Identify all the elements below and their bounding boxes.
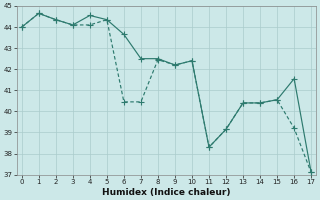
X-axis label: Humidex (Indice chaleur): Humidex (Indice chaleur) [102,188,231,197]
